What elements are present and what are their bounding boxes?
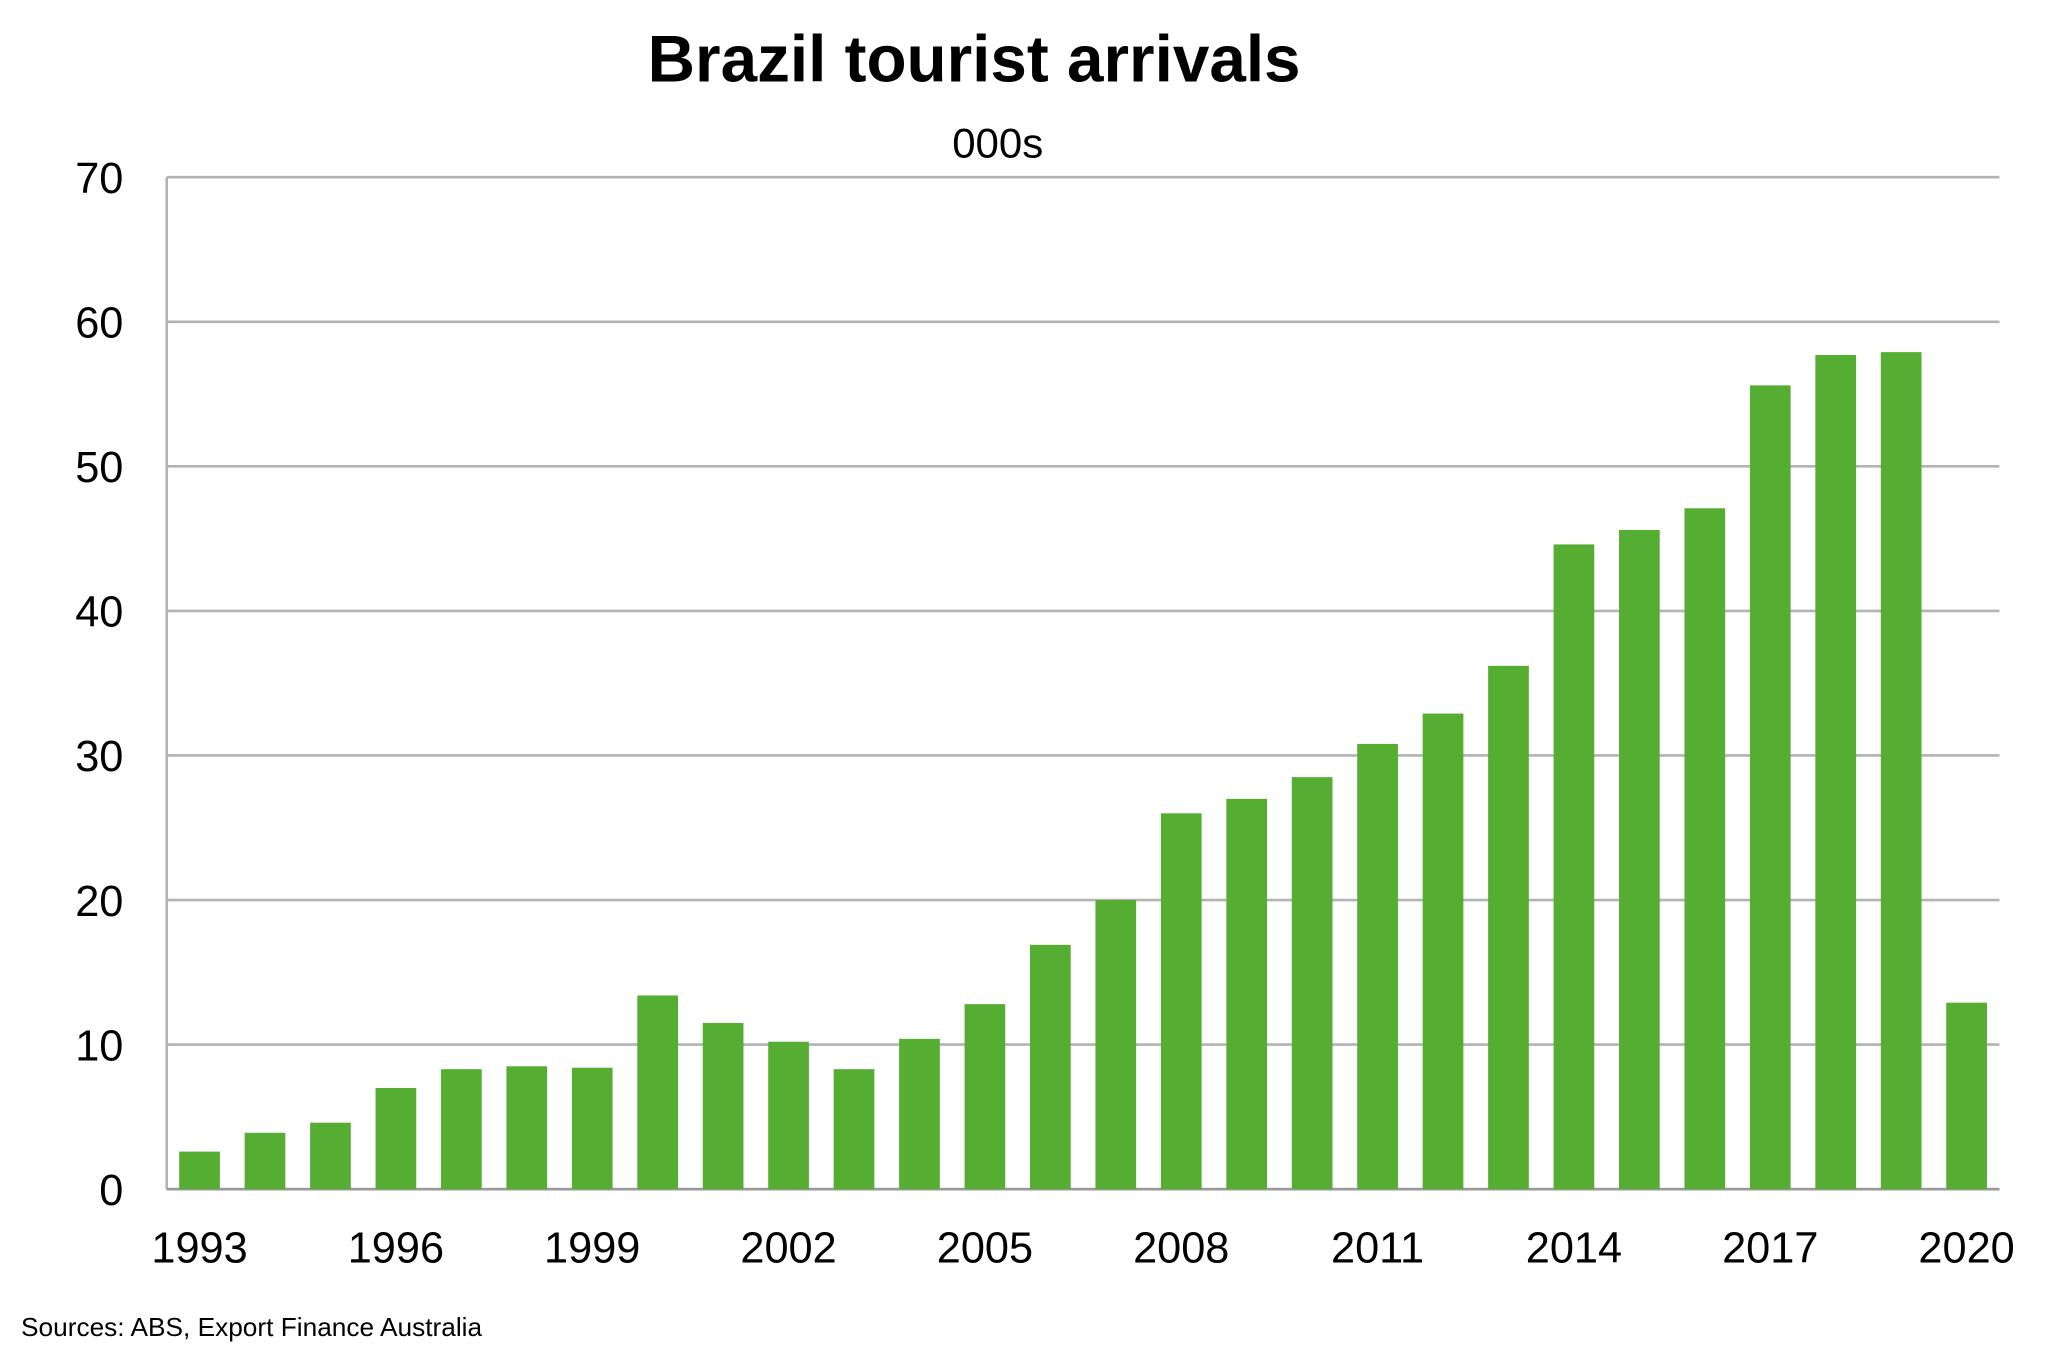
x-tick-label: 1993 [151, 1225, 247, 1273]
bar-1999 [571, 1067, 613, 1190]
x-tick-label: 2008 [1133, 1225, 1229, 1273]
source-note: Sources: ABS, Export Finance Australia [21, 1312, 483, 1342]
x-tick-label: 1999 [544, 1225, 640, 1273]
bar-2005 [964, 1004, 1006, 1190]
y-tick-label: 70 [75, 155, 123, 203]
bar-2017 [1749, 385, 1791, 1190]
bar-2010 [1291, 777, 1333, 1190]
x-tick-label: 2017 [1722, 1225, 1818, 1273]
bar-2004 [899, 1038, 940, 1190]
y-tick-label: 10 [75, 1022, 123, 1070]
bar-1997 [440, 1069, 482, 1190]
x-tick-label: 2020 [1918, 1225, 2014, 1273]
y-tick-label: 0 [99, 1167, 123, 1215]
bar-2016 [1684, 508, 1726, 1190]
y-tick-label: 50 [75, 444, 123, 492]
bar-2013 [1488, 665, 1529, 1190]
y-tick-label: 20 [75, 878, 123, 926]
bar-2006 [1030, 944, 1071, 1190]
bar-2015 [1619, 529, 1660, 1190]
bar-1994 [244, 1132, 286, 1190]
x-tick-label: 2014 [1526, 1225, 1622, 1273]
bar-1996 [375, 1087, 417, 1190]
bar-2018 [1815, 355, 1857, 1190]
bar-2007 [1095, 900, 1137, 1190]
bar-2002 [768, 1041, 809, 1190]
y-tick-label: 40 [75, 589, 123, 637]
bar-2014 [1553, 544, 1595, 1190]
bar-2009 [1226, 798, 1268, 1190]
x-axis-ticks: 1993 1996 1999 2002 2005 2008 2011 2014 2017 2020 [151, 1225, 2014, 1273]
bars [179, 352, 1987, 1190]
bar-2019 [1880, 352, 1922, 1190]
x-tick-label: 2005 [937, 1225, 1033, 1273]
bar-2008 [1160, 813, 1202, 1190]
y-axis-ticks: 0 10 20 30 40 50 60 70 [75, 155, 123, 1215]
chart-subtitle: 000s [952, 120, 1043, 167]
bar-2000 [637, 995, 679, 1190]
bar-2020 [1946, 1002, 1987, 1190]
bar-1993 [179, 1151, 220, 1190]
bar-2003 [833, 1069, 875, 1190]
x-tick-label: 1996 [348, 1225, 444, 1273]
y-tick-label: 30 [75, 733, 123, 781]
chart-title: Brazil tourist arrivals [648, 22, 1301, 95]
y-tick-label: 60 [75, 300, 123, 348]
bar-1995 [310, 1122, 351, 1190]
x-tick-label: 2002 [740, 1225, 836, 1273]
bar-1998 [506, 1066, 548, 1190]
bar-2001 [702, 1022, 744, 1190]
x-tick-label: 2011 [1331, 1225, 1424, 1273]
bar-2012 [1422, 713, 1464, 1190]
bar-2011 [1357, 743, 1398, 1190]
